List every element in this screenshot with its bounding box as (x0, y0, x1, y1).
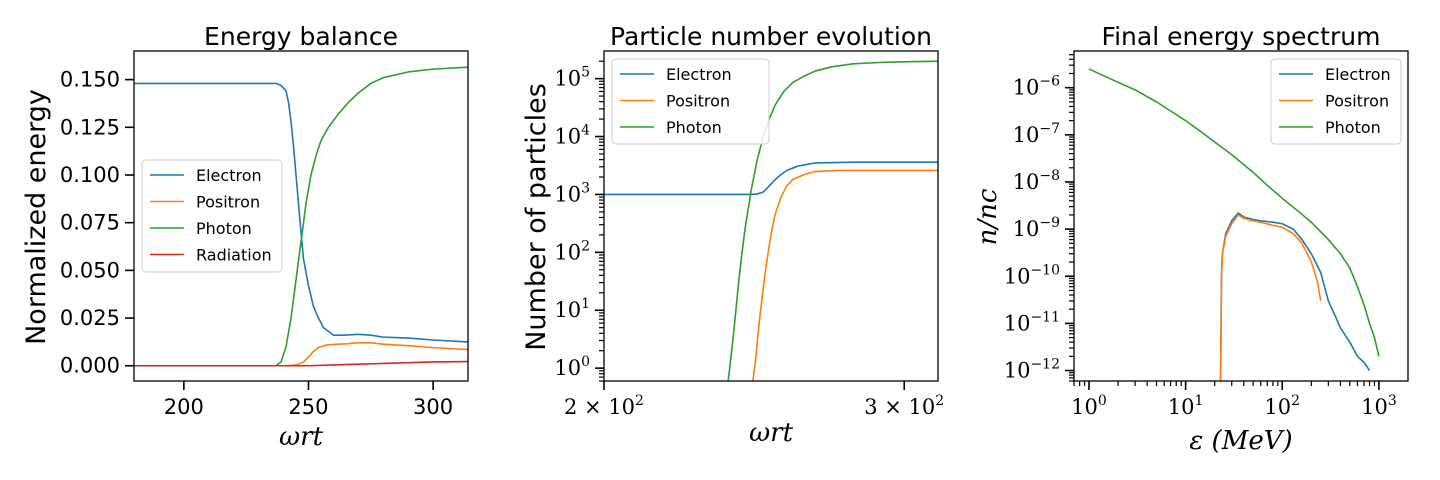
x-ticks: 100 101 102 103 (1071, 381, 1397, 419)
y-tick-label: 10−9 (1013, 215, 1060, 241)
energy-balance-panel: Energy balance Normalized energy ωrt 200… (21, 22, 469, 452)
series-line-positron (1219, 214, 1322, 381)
legend-label: Photon (666, 118, 722, 137)
y-tick-label: 102 (554, 238, 590, 264)
y-tick-label: 10−8 (1013, 168, 1060, 194)
y-ticks: 0.000 0.025 0.050 0.075 0.100 0.125 0.150 (60, 68, 134, 378)
legend-label: Photon (196, 219, 252, 238)
y-axis-label: Number of particles (521, 83, 552, 351)
axes-frame (603, 50, 939, 382)
series-line-electron (604, 161, 938, 196)
x-axis-label: ωrt (279, 422, 324, 452)
panel-title: Particle number evolution (610, 22, 932, 51)
y-tick-label: 0.100 (60, 163, 120, 187)
axes-frame (133, 50, 469, 382)
series-line-positron (134, 342, 468, 367)
panel-title: Energy balance (204, 22, 398, 51)
y-tick-label: 104 (554, 123, 590, 149)
y-tick-label: 0.050 (60, 258, 120, 282)
x-tick-label: 200 (164, 395, 204, 419)
plot-area: 200 250 3000.0000.0250.0500.0750.1000.1250… (60, 50, 469, 419)
panel-title: Final energy spectrum (1102, 22, 1381, 51)
x-ticks: 200 250 300 (164, 381, 453, 419)
series-line-positron (751, 169, 938, 381)
legend: Electron Positron Photon (1270, 58, 1402, 145)
y-tick-label: 10−10 (1004, 262, 1060, 288)
legend-label: Electron (666, 65, 732, 84)
x-ticks: 2 × 102 3 × 102 (564, 381, 944, 419)
y-axis-label: n/nc (973, 188, 1003, 245)
legend-frame (1270, 58, 1402, 145)
legend-label: Electron (1325, 65, 1391, 84)
plot-area: 2 × 102 3 × 102 100 101 102 103 104 105 Electron… (554, 50, 944, 419)
plot-area: 100 101 102 10310−1210−1110−1010−910−810−71… (1004, 50, 1409, 419)
y-tick-label: 10−11 (1004, 309, 1060, 335)
series-group (134, 66, 468, 367)
series-line-radiation (134, 360, 468, 367)
legend-label: Electron (196, 166, 262, 185)
y-tick-label: 10−6 (1013, 74, 1060, 100)
particle-number-panel: Particle number evolution Number of part… (521, 22, 944, 448)
series-group (1088, 68, 1380, 381)
y-tick-label: 0.125 (60, 115, 120, 139)
y-tick-label: 101 (554, 296, 590, 322)
y-tick-label: 100 (554, 354, 590, 380)
legend: Electron Positron Photon (611, 58, 770, 145)
series-line-photon (1088, 68, 1380, 357)
x-tick-label: 2 × 102 (564, 393, 644, 419)
legend-label: Positron (196, 193, 260, 212)
series-line-electron (134, 82, 468, 343)
x-tick-label: 250 (288, 395, 328, 419)
y-ticks: 10−12 10−11 10−10 10−9 10−8 10−7 10−6 (1004, 54, 1074, 383)
axes-frame (1073, 50, 1409, 382)
y-tick-label: 10−12 (1004, 357, 1060, 383)
legend-label: Positron (1325, 92, 1389, 111)
legend-label: Photon (1325, 118, 1381, 137)
x-tick-label: 102 (1264, 393, 1300, 419)
y-tick-label: 0.150 (60, 68, 120, 92)
y-tick-label: 10−7 (1013, 121, 1060, 147)
x-tick-label: 103 (1361, 393, 1397, 419)
legend-frame (141, 159, 283, 273)
legend: Electron Positron Photon Radiation (141, 159, 283, 273)
x-tick-label: 3 × 102 (864, 393, 944, 419)
x-tick-label: 101 (1168, 393, 1204, 419)
y-tick-label: 0.000 (60, 354, 120, 378)
y-axis-label: Normalized energy (21, 89, 52, 345)
y-ticks: 100 101 102 103 104 105 (554, 60, 604, 382)
y-tick-label: 0.075 (60, 211, 120, 235)
x-axis-label: ε (MeV) (1189, 426, 1292, 456)
y-tick-label: 0.025 (60, 306, 120, 330)
series-line-photon (134, 66, 468, 367)
x-axis-label: ωrt (749, 418, 794, 448)
y-tick-label: 105 (554, 65, 590, 91)
y-tick-label: 103 (554, 180, 590, 206)
energy-spectrum-panel: Final energy spectrum n/nc ε (MeV) 100 10… (973, 22, 1409, 456)
series-line-electron (1219, 212, 1371, 381)
legend-label: Radiation (196, 246, 272, 265)
legend-label: Positron (666, 92, 730, 111)
x-tick-label: 100 (1071, 393, 1107, 419)
legend-frame (611, 58, 770, 145)
x-tick-label: 300 (413, 395, 453, 419)
